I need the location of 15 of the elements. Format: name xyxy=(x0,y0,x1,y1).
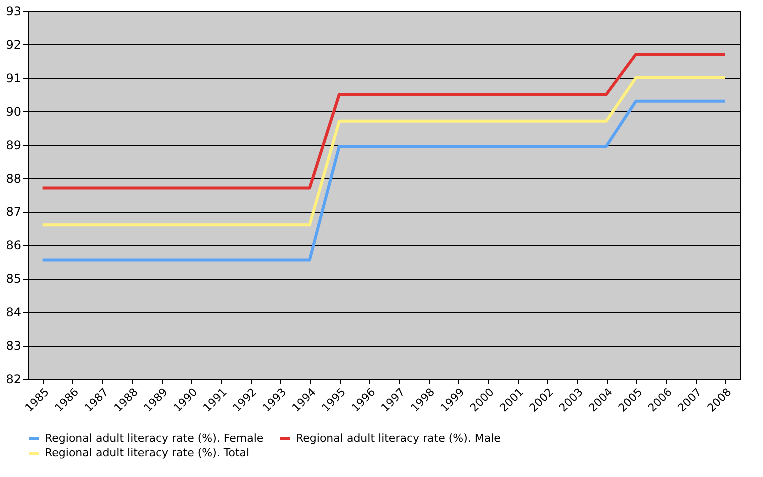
y-tick-label: 87 xyxy=(6,205,22,220)
y-tick-label: 84 xyxy=(6,306,22,320)
y-tick-label: 83 xyxy=(6,339,22,354)
y-tick-label: 88 xyxy=(6,172,22,186)
legend-label: Regional adult literacy rate (%). Female xyxy=(45,432,264,445)
y-tick-label: 91 xyxy=(6,71,22,86)
legend-label: Regional adult literacy rate (%). Total xyxy=(45,446,250,460)
y-tick-label: 90 xyxy=(6,104,22,119)
y-tick-label: 82 xyxy=(6,372,22,386)
y-tick-label: 92 xyxy=(6,38,22,52)
legend-label: Regional adult literacy rate (%). Male xyxy=(296,432,502,445)
y-tick-label: 86 xyxy=(6,238,22,253)
y-tick-label: 89 xyxy=(6,138,22,152)
y-tick-label: 85 xyxy=(6,272,22,286)
y-tick-label: 93 xyxy=(6,4,22,18)
